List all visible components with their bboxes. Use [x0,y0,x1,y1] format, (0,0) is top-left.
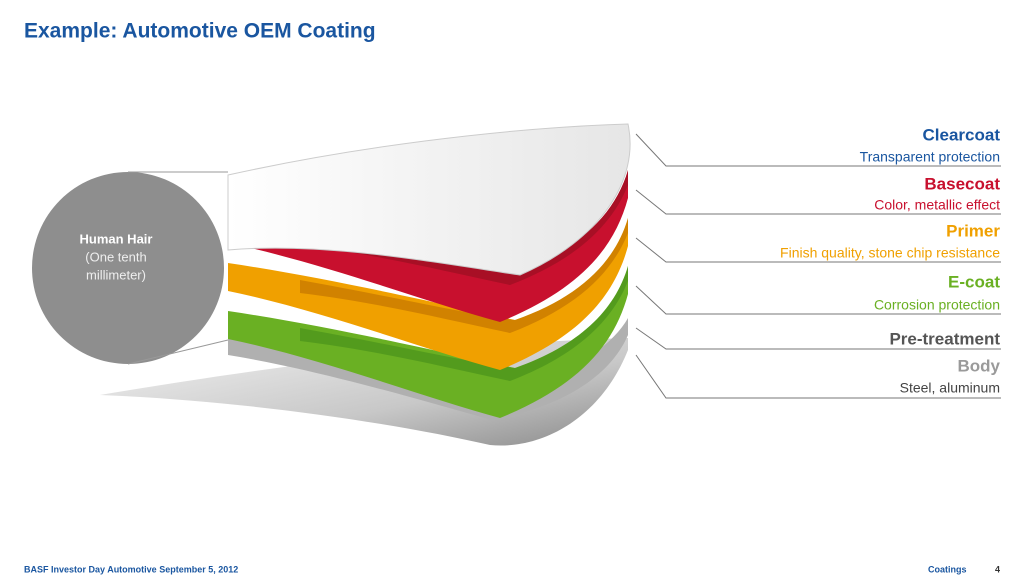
hair-label: Human Hair (One tenth millimeter) [80,231,153,282]
labels: Clearcoat Transparent protection Basecoat C… [635,125,1001,399]
layer-description: Corrosion protection [874,297,1000,313]
leader-line [635,285,1001,315]
layer-name: Clearcoat [923,125,1001,144]
hair-circle [32,172,224,364]
footer-left: BASF Investor Day Automotive September 5… [24,564,238,574]
leader-line [635,133,1001,167]
layers [228,170,628,418]
leader-line [635,327,1001,350]
layer-description: Finish quality, stone chip resistance [780,245,1000,261]
page-number: 4 [995,564,1000,574]
layer-band [228,218,628,370]
layer-name: Basecoat [924,174,1000,193]
layer-name: Pre-treatment [889,329,1000,348]
footer-section: Coatings [928,564,967,574]
layer-band [228,170,628,322]
layer-shade [300,218,628,333]
leader-line [635,237,1001,263]
leader-line [635,354,1001,399]
hair-line [127,339,229,365]
title: Example: Automotive OEM Coating [24,20,376,43]
layer-description: Transparent protection [860,149,1000,165]
hair-text: Human Hair [80,231,153,246]
layer-band [228,266,628,418]
layer-description: Color, metallic effect [874,197,1000,213]
layer-shade [300,170,628,285]
layer-description: Steel, aluminum [900,380,1000,396]
layer-name: E-coat [948,272,1000,291]
clearcoat-layer [227,123,631,276]
layer-name: Body [958,356,1001,375]
hair-text: (One tenth [85,249,146,264]
leader-line [635,189,1001,215]
hair-text: millimeter) [86,267,146,282]
layer-name: Primer [946,221,1000,240]
layer-shade [300,266,628,381]
